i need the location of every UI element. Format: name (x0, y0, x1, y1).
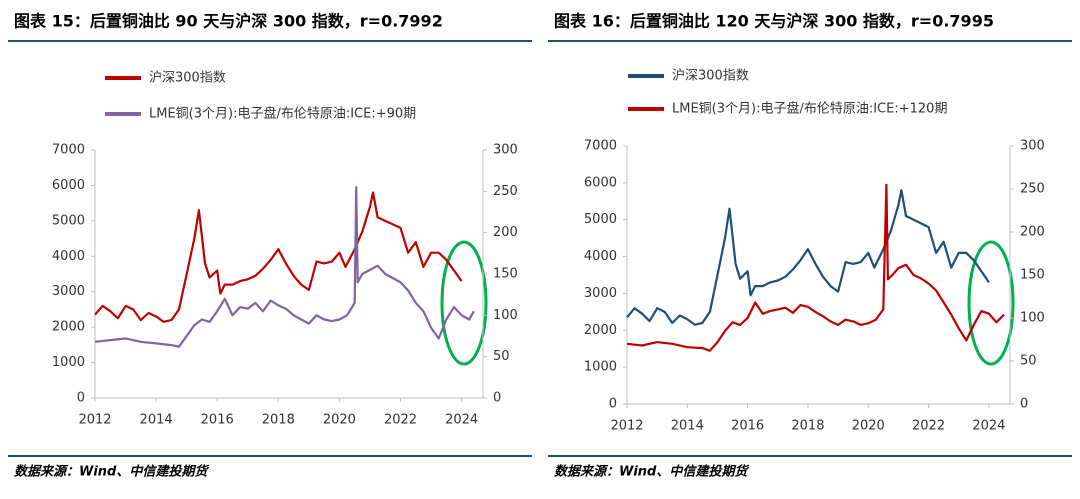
y2-tick-label: 300 (1020, 139, 1045, 154)
y2-tick-label: 0 (1020, 397, 1028, 412)
x-tick-label: 2012 (78, 413, 111, 428)
legend-label: 沪深300指数 (149, 70, 226, 86)
y-tick-label: 7000 (584, 139, 617, 154)
source-note: 数据来源：Wind、中信建投期货 (14, 464, 209, 480)
chart-title: 图表 15：后置铜油比 90 天与沪深 300 指数，r=0.7992 (14, 12, 443, 31)
y-tick-label: 1000 (584, 360, 617, 375)
x-tick-label: 2016 (201, 413, 234, 428)
y2-tick-label: 0 (493, 391, 501, 406)
y2-tick-label: 100 (493, 308, 518, 323)
legend-label: LME铜(3个月):电子盘/布伦特原油:ICE:+120期 (672, 101, 947, 117)
y2-tick-label: 250 (1020, 182, 1045, 197)
y-tick-label: 6000 (584, 175, 617, 190)
x-tick-label: 2014 (140, 413, 173, 428)
x-tick-label: 2024 (972, 419, 1005, 434)
y2-tick-label: 250 (493, 184, 518, 199)
legend-label: LME铜(3个月):电子盘/布伦特原油:ICE:+90期 (149, 106, 416, 122)
x-tick-label: 2024 (445, 413, 478, 428)
y-tick-label: 7000 (52, 143, 85, 158)
y-tick-label: 5000 (52, 213, 85, 228)
source-note: 数据来源：Wind、中信建投期货 (554, 464, 749, 480)
y-tick-label: 1000 (52, 355, 85, 370)
y-tick-label: 3000 (584, 286, 617, 301)
legend-label: 沪深300指数 (672, 68, 749, 84)
series-line (94, 186, 475, 348)
y2-tick-label: 200 (493, 225, 518, 240)
highlight-ellipse (967, 240, 1015, 366)
x-tick-label: 2020 (323, 413, 356, 428)
chart-title: 图表 16：后置铜油比 120 天与沪深 300 指数，r=0.7995 (554, 12, 994, 31)
y2-tick-label: 100 (1020, 311, 1045, 326)
y2-tick-label: 200 (1020, 225, 1045, 240)
series-line (626, 189, 990, 326)
series-line (94, 191, 463, 323)
y2-tick-label: 150 (1020, 268, 1045, 283)
x-tick-label: 2020 (852, 419, 885, 434)
y-tick-label: 2000 (584, 323, 617, 338)
y-tick-label: 0 (609, 397, 617, 412)
series-line (626, 183, 1005, 352)
y-tick-label: 4000 (584, 249, 617, 264)
y-tick-label: 2000 (52, 320, 85, 335)
y-tick-label: 5000 (584, 212, 617, 227)
x-tick-label: 2014 (671, 419, 704, 434)
x-tick-label: 2012 (610, 419, 643, 434)
highlight-ellipse (440, 240, 488, 366)
x-tick-label: 2018 (791, 419, 824, 434)
y2-tick-label: 50 (1020, 354, 1037, 369)
x-tick-label: 2022 (384, 413, 417, 428)
y2-tick-label: 50 (493, 349, 510, 364)
y-tick-label: 0 (77, 391, 85, 406)
y-tick-label: 3000 (52, 284, 85, 299)
y-tick-label: 6000 (52, 178, 85, 193)
y2-tick-label: 300 (493, 143, 518, 158)
x-tick-label: 2018 (262, 413, 295, 428)
y2-tick-label: 150 (493, 267, 518, 282)
x-tick-label: 2022 (912, 419, 945, 434)
x-tick-label: 2016 (731, 419, 764, 434)
y-tick-label: 4000 (52, 249, 85, 264)
